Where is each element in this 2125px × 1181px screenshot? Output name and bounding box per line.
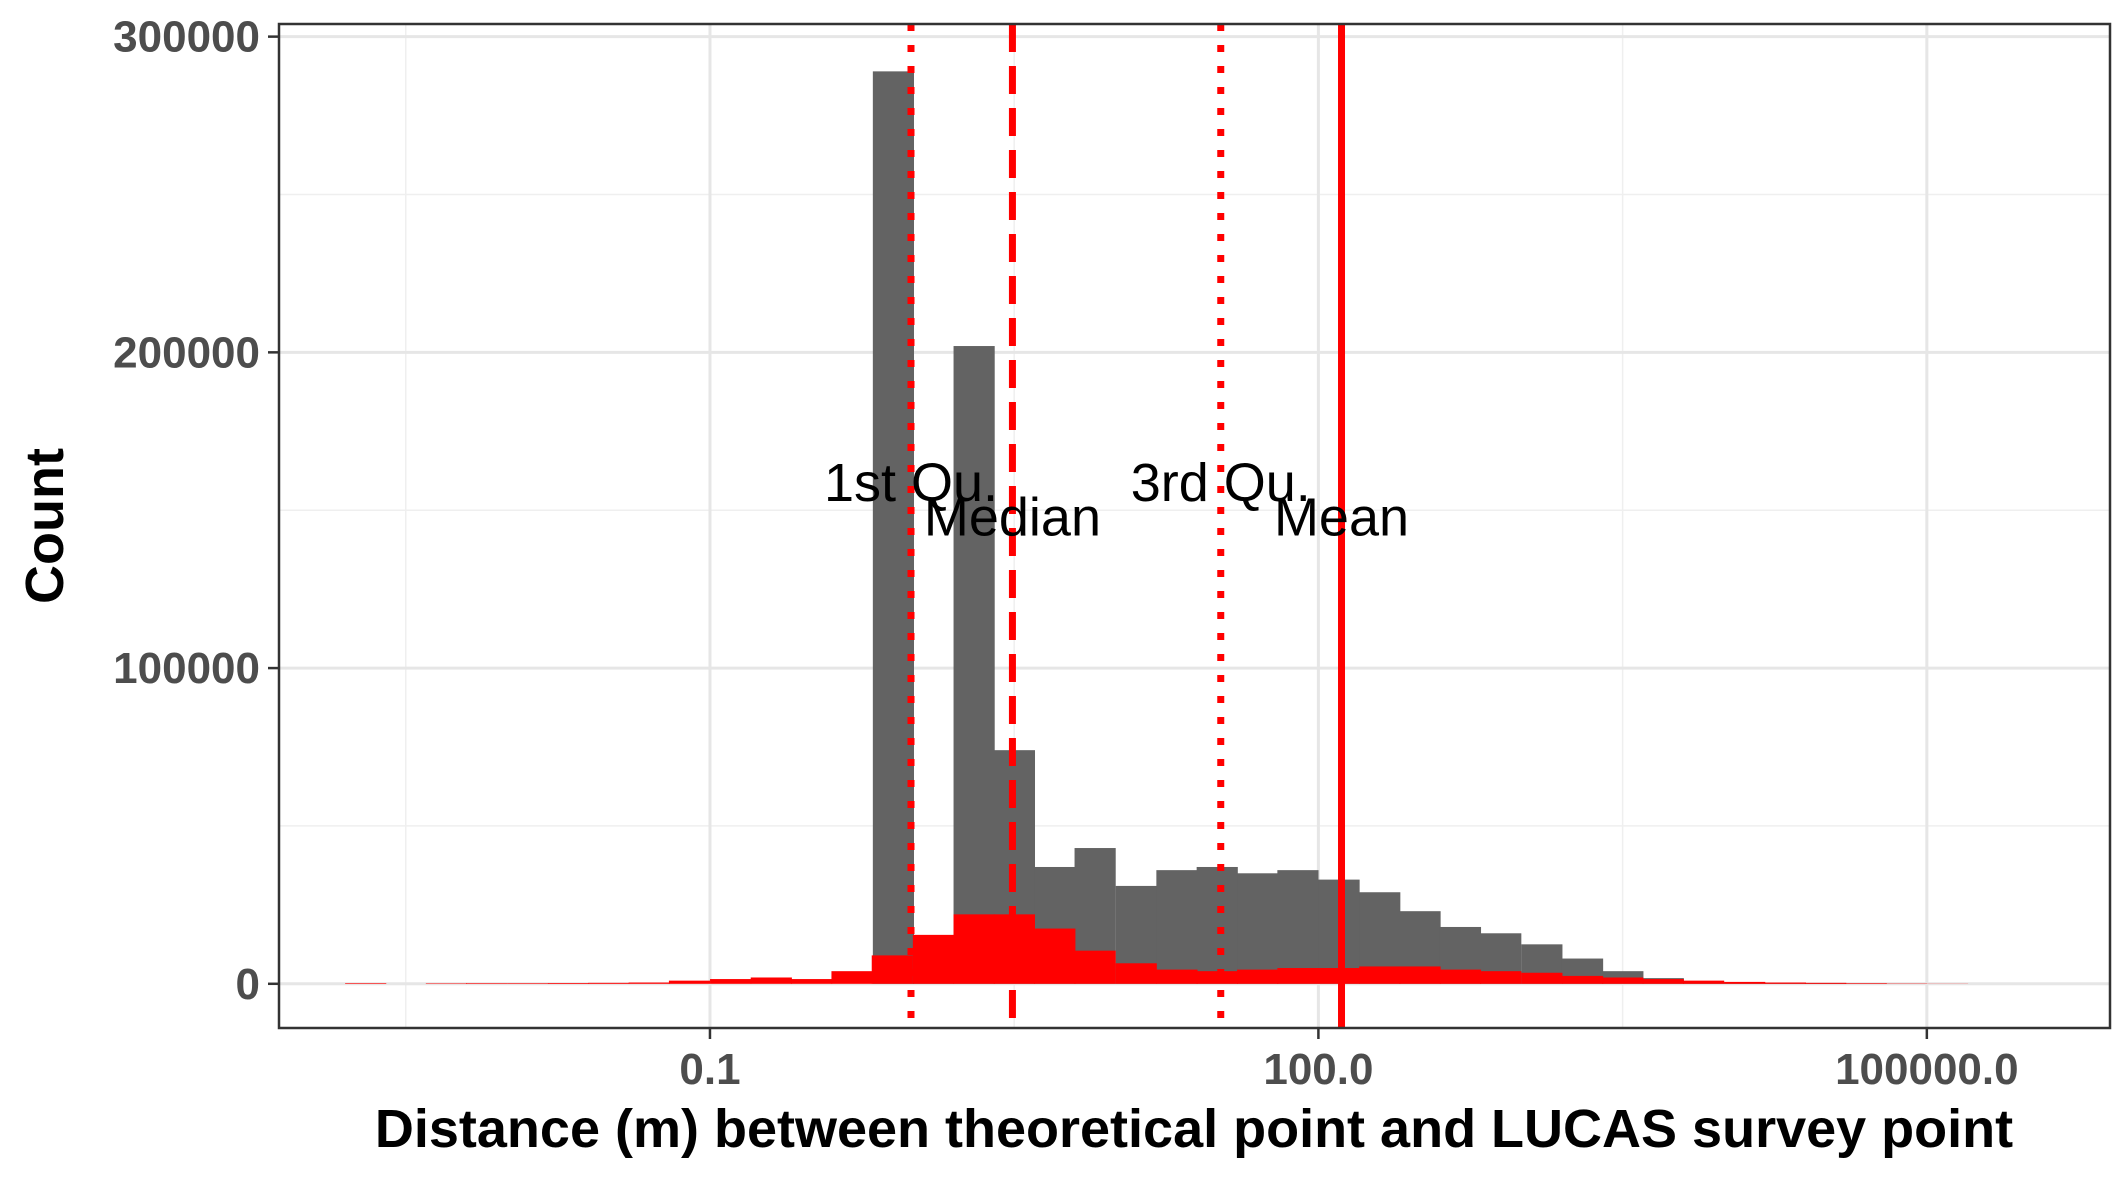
histogram-bar-subset [912,934,955,984]
y-axis-ticks: 0 100000 200000 300000 [113,13,279,1009]
histogram-bar-subset [1602,977,1644,984]
histogram-bar-subset [1764,982,1806,984]
histogram-bar-subset [345,983,387,984]
histogram-bar-total [1277,870,1319,984]
x-tick-label: 100.0 [1263,1045,1373,1094]
plot-panel-background [279,24,2110,1028]
y-tick-label: 200000 [113,328,260,377]
histogram-bar-subset [1642,979,1684,984]
histogram-bar-subset [1156,969,1198,984]
histogram-bar-subset [871,955,913,984]
y-tick-label: 100000 [113,644,260,693]
histogram-bar-subset [1845,983,1887,984]
histogram-bar-subset [1115,963,1157,984]
histogram-bar-subset [1034,928,1076,984]
histogram-bar-subset [466,983,508,984]
histogram-bar-subset [791,979,833,984]
histogram-bar-subset [1682,980,1725,984]
reference-label-1st-qu: 1st Qu. [824,453,998,513]
plot-panel-border [277,22,2112,1030]
x-tick-label: 100000.0 [1835,1045,2019,1094]
histogram-bar-subset [1724,981,1766,984]
histogram-bar-subset [1237,969,1279,984]
histogram-bar-subset [628,982,670,984]
x-tick-label: 0.1 [679,1045,740,1094]
reference-label-median: Median [924,488,1101,548]
histogram-bar-subset [953,914,995,984]
histogram-bar-subset [668,980,711,984]
histogram-bar-subset [1805,982,1847,984]
histogram-bar-subset [588,982,630,984]
reference-label-mean: Mean [1274,488,1409,548]
histogram-bar-subset [831,971,873,984]
histogram-bar-subset [547,983,590,984]
histogram-bar-total [1156,870,1198,984]
histogram-bar-subset [1439,969,1482,984]
histogram-bar-subset [1399,966,1441,984]
histogram-bar-subset [507,983,549,984]
x-axis-title: Distance (m) between theoretical point a… [375,1099,2013,1159]
reference-label-3rd-qu: 3rd Qu. [1131,453,1311,513]
y-tick-label: 0 [236,960,260,1009]
histogram-bar-subset [1277,968,1319,984]
y-tick-label: 300000 [113,13,260,62]
histogram-bar-subset [710,979,752,984]
histogram-bar-total [1237,873,1279,984]
histogram-bar-total [1196,866,1238,984]
reference-lines [907,24,1346,1028]
histogram-bar-subset [1521,972,1563,984]
histogram-bar-subset [1480,971,1522,984]
histogram-bars [345,71,1969,984]
histogram-bar-subset [1561,975,1604,984]
histogram-bar-subset [1196,971,1238,984]
reference-labels: 1st Qu.Median 3rd Qu.Mean [824,453,1409,548]
histogram-bar-total [953,346,995,984]
histogram-bar-subset [1359,966,1401,984]
x-axis-ticks: 0.1 100.0 100000.0 [679,1028,2019,1094]
histogram-bar-total [872,71,915,984]
histogram-bar-subset [1074,950,1116,984]
histogram-bar-subset [750,977,792,984]
y-axis-title: Count [15,448,75,604]
